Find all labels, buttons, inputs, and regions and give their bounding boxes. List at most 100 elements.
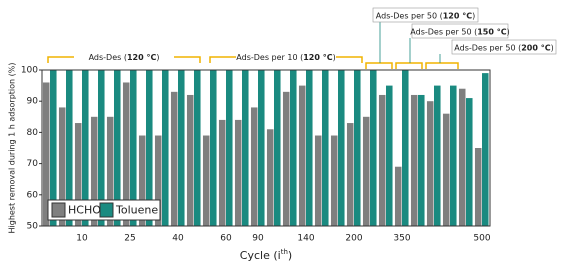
bar [130,70,137,226]
legend-label: HCHO [68,204,101,217]
annotation-text: Ads-Des per 50 ( [410,27,477,36]
bar [322,70,329,226]
bar [378,94,386,227]
bar [58,107,66,226]
bar [162,70,169,226]
bar [186,94,194,227]
bar [226,70,233,226]
bar [154,135,162,226]
x-tick-label: 200 [345,234,362,244]
annotation-end: ) [333,53,336,62]
bracket [425,62,459,69]
legend-label: Toluene [115,204,158,217]
bar [474,148,482,226]
bar [50,70,57,226]
x-tick-label: 25 [124,234,135,244]
plot-frame [41,69,491,227]
bar [218,119,226,226]
annotation-end: ) [507,27,510,36]
annotation: Ads-Des per 50 (200 °C) [454,43,553,52]
annotation: Ads-Des (120 °C) [89,53,160,62]
bar [466,98,473,226]
x-tick-label: 60 [220,234,232,244]
y-tick-label: 70 [27,159,39,169]
annotation-text: Ads-Des per 50 ( [376,11,443,20]
bar [482,73,489,227]
bar [90,116,98,226]
bar [98,70,105,226]
bar [354,70,361,226]
annotation-bold: 120 °C [303,53,332,62]
bar [138,135,146,226]
annotation-text: Ads-Des ( [89,53,127,62]
bar [362,116,370,226]
x-axis-label-sup: th [281,248,288,256]
bar [178,70,185,226]
bar [82,70,89,226]
legend-swatch [99,202,114,218]
annotation-box [451,39,557,55]
annotation-box [411,23,509,39]
bar [122,82,130,226]
annotation-bold: 120 °C [443,11,472,20]
bar [202,135,210,226]
bar [434,85,441,226]
bar [170,91,178,226]
bar [194,70,201,226]
annotation-bold: 120 °C [127,53,156,62]
x-tick-label: 350 [393,234,410,244]
y-tick-label: 60 [27,190,39,200]
bar [458,88,466,226]
bar [370,70,377,226]
bar [66,70,73,226]
annotation-bold: 150 °C [477,27,506,36]
x-axis-label-text: Cycle (i [240,249,281,262]
annotation-bg [236,51,336,63]
bar [274,70,281,226]
bar [330,135,338,226]
bracket [365,62,393,69]
y-tick-label: 50 [27,222,39,232]
bar [314,135,322,226]
annotation: Ads-Des per 50 (120 °C) [376,11,475,20]
bar [394,166,402,226]
annotation-end: ) [551,43,554,52]
x-axis-label-end: ) [288,249,292,262]
annotation: Ads-Des per 10 (120 °C) [236,53,335,62]
bar [426,101,434,226]
annotation-bold: 200 °C [521,43,550,52]
x-tick-label: 10 [76,234,88,244]
bar [114,70,121,226]
bar [338,70,345,226]
bar [250,107,258,226]
bar [346,123,354,226]
y-tick-label: 100 [21,66,38,76]
annotation-end: ) [472,11,475,20]
bar [106,116,114,226]
annotation-end: ) [156,53,159,62]
annotation: Ads-Des per 50 (150 °C) [410,27,509,36]
bar [418,94,425,227]
bracket [395,62,423,69]
bar [266,129,274,226]
bar [306,70,313,226]
bar [258,70,265,226]
annotation-box [372,7,479,23]
bar [290,70,297,226]
legend-swatch [51,202,66,218]
bar [242,70,249,226]
x-tick-label: 140 [297,234,314,244]
bar [450,85,457,226]
x-axis-label: Cycle (ith) [240,248,292,262]
x-tick-label: 40 [172,234,184,244]
bar [386,85,393,226]
x-tick-label: 500 [473,234,490,244]
x-tick-label: 90 [252,234,264,244]
bar [282,91,290,226]
bar [74,123,82,226]
bar [42,82,50,226]
bar [410,94,418,227]
annotation-text: Ads-Des per 10 ( [236,53,303,62]
bar [146,70,153,226]
